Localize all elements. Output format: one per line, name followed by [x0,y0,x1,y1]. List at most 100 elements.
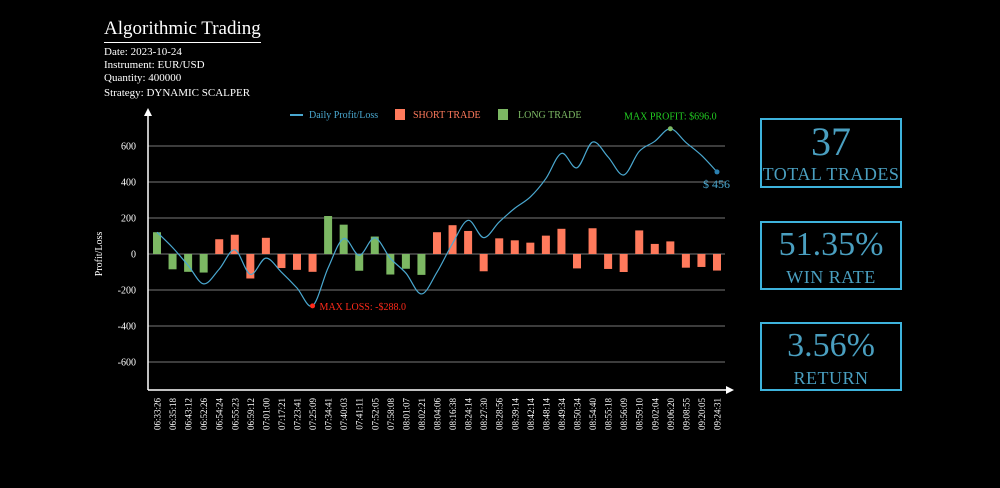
y-tick-label: -200 [118,286,136,297]
x-tick-label: 09:24:31 [713,398,723,430]
x-tick-label: 08:56:09 [619,398,629,431]
max-profit-label: MAX PROFIT: $696.0 [624,112,717,123]
y-tick-label: -600 [118,358,136,369]
bar-long [386,254,395,275]
y-tick-label: 400 [121,178,136,189]
x-tick-label: 07:23:41 [293,398,303,430]
bar-long [199,254,208,273]
bar-long [370,236,379,254]
x-tick-label: 06:52:26 [199,398,209,431]
x-tick-label: 07:52:05 [370,398,380,431]
return-card: 3.56% RETURN [760,322,902,391]
bar-long [355,254,364,271]
x-tick-label: 08:50:34 [573,398,583,431]
bar-short [230,234,239,254]
x-tick-label: 08:28:56 [495,398,505,431]
x-tick-label: 09:08:55 [681,398,691,431]
y-tick-label: 600 [121,142,136,153]
bar-short [650,243,659,254]
bar-short [246,254,255,279]
total-trades-card: 37 TOTAL TRADES [760,118,902,188]
x-tick-label: 08:48:14 [541,398,551,431]
date-label: Date: 2023-10-24 [104,46,182,58]
bar-short [277,254,286,269]
x-tick-label: 07:58:08 [386,398,396,431]
x-tick-label: 07:25:09 [308,398,318,431]
x-tick-label: 09:06:20 [666,398,676,431]
bar-short [479,254,488,272]
bar-short [573,254,581,269]
bar-short [604,254,613,269]
bar-long [153,232,161,254]
x-tick-label: 08:24:14 [464,398,474,431]
bar-short [433,232,441,254]
x-tick-label: 06:59:12 [246,398,256,430]
y-axis-arrow [144,108,152,116]
bar-short [619,254,628,272]
bar-short [293,254,301,270]
page-title: Algorithmic Trading [104,18,261,43]
x-tick-label: 08:02:21 [417,398,427,430]
max-profit-point [667,126,673,132]
legend-line-label: Daily Profit/Loss [309,110,378,121]
bar-short [308,254,317,272]
y-tick-label: 0 [131,250,136,261]
bar-long [324,216,333,254]
bar-short [588,228,597,254]
bar-short [635,230,644,254]
legend-long-icon [498,109,508,120]
bar-long [168,254,177,270]
y-tick-label: -400 [118,322,136,333]
x-tick-label: 08:16:38 [448,398,458,431]
bar-short [681,254,690,268]
x-axis-arrow [726,386,734,394]
x-tick-label: 08:55:18 [604,398,614,431]
win-rate-card: 51.35% WIN RATE [760,221,902,290]
y-tick-label: 200 [121,214,136,225]
bar-short [666,241,675,254]
legend-short-label: SHORT TRADE [413,110,481,121]
cumulative-line [156,128,718,307]
bar-short [697,254,706,267]
x-tick-label: 06:33:26 [153,398,163,431]
x-tick-label: 09:02:04 [650,398,660,431]
bar-short [510,240,519,254]
win-rate-label: WIN RATE [786,267,876,287]
final-point [714,169,720,175]
bar-short [448,225,457,254]
x-tick-label: 06:43:12 [184,398,194,430]
x-tick-label: 08:49:34 [557,398,567,431]
x-tick-label: 07:41:11 [355,398,365,430]
legend-long-label: LONG TRADE [518,110,581,121]
bar-long [339,224,348,254]
bar-long [184,254,193,272]
bar-short [557,228,566,254]
bar-short [464,230,473,254]
instrument-label: Instrument: EUR/USD [104,59,205,71]
bar-short [495,238,504,254]
max-loss-point [310,303,316,309]
x-tick-label: 07:34:41 [324,398,334,430]
bar-short [541,235,550,254]
x-tick-label: 06:35:18 [168,398,178,431]
max-loss-label: MAX LOSS: -$288.0 [320,302,406,313]
win-rate-value: 51.35% [778,226,884,263]
x-tick-label: 06:54:24 [215,398,225,431]
quantity-label: Quantity: 400000 [104,72,182,84]
x-tick-label: 07:01:00 [261,398,271,431]
x-tick-label: 06:55:23 [230,398,240,431]
final-value-label: $ 456 [703,177,730,191]
x-tick-label: 08:01:07 [401,398,411,431]
x-tick-label: 08:42:14 [526,398,536,431]
x-tick-label: 07:40:03 [339,398,349,431]
bar-long [401,254,410,269]
x-tick-label: 08:39:14 [510,398,520,431]
bar-short [526,242,535,254]
return-label: RETURN [793,368,869,388]
x-tick-label: 07:17:21 [277,398,287,430]
strategy-label: Strategy: DYNAMIC SCALPER [104,87,251,99]
x-tick-label: 08:27:30 [479,398,489,431]
x-tick-label: 09:20:05 [697,398,707,431]
bar-long [417,254,426,275]
